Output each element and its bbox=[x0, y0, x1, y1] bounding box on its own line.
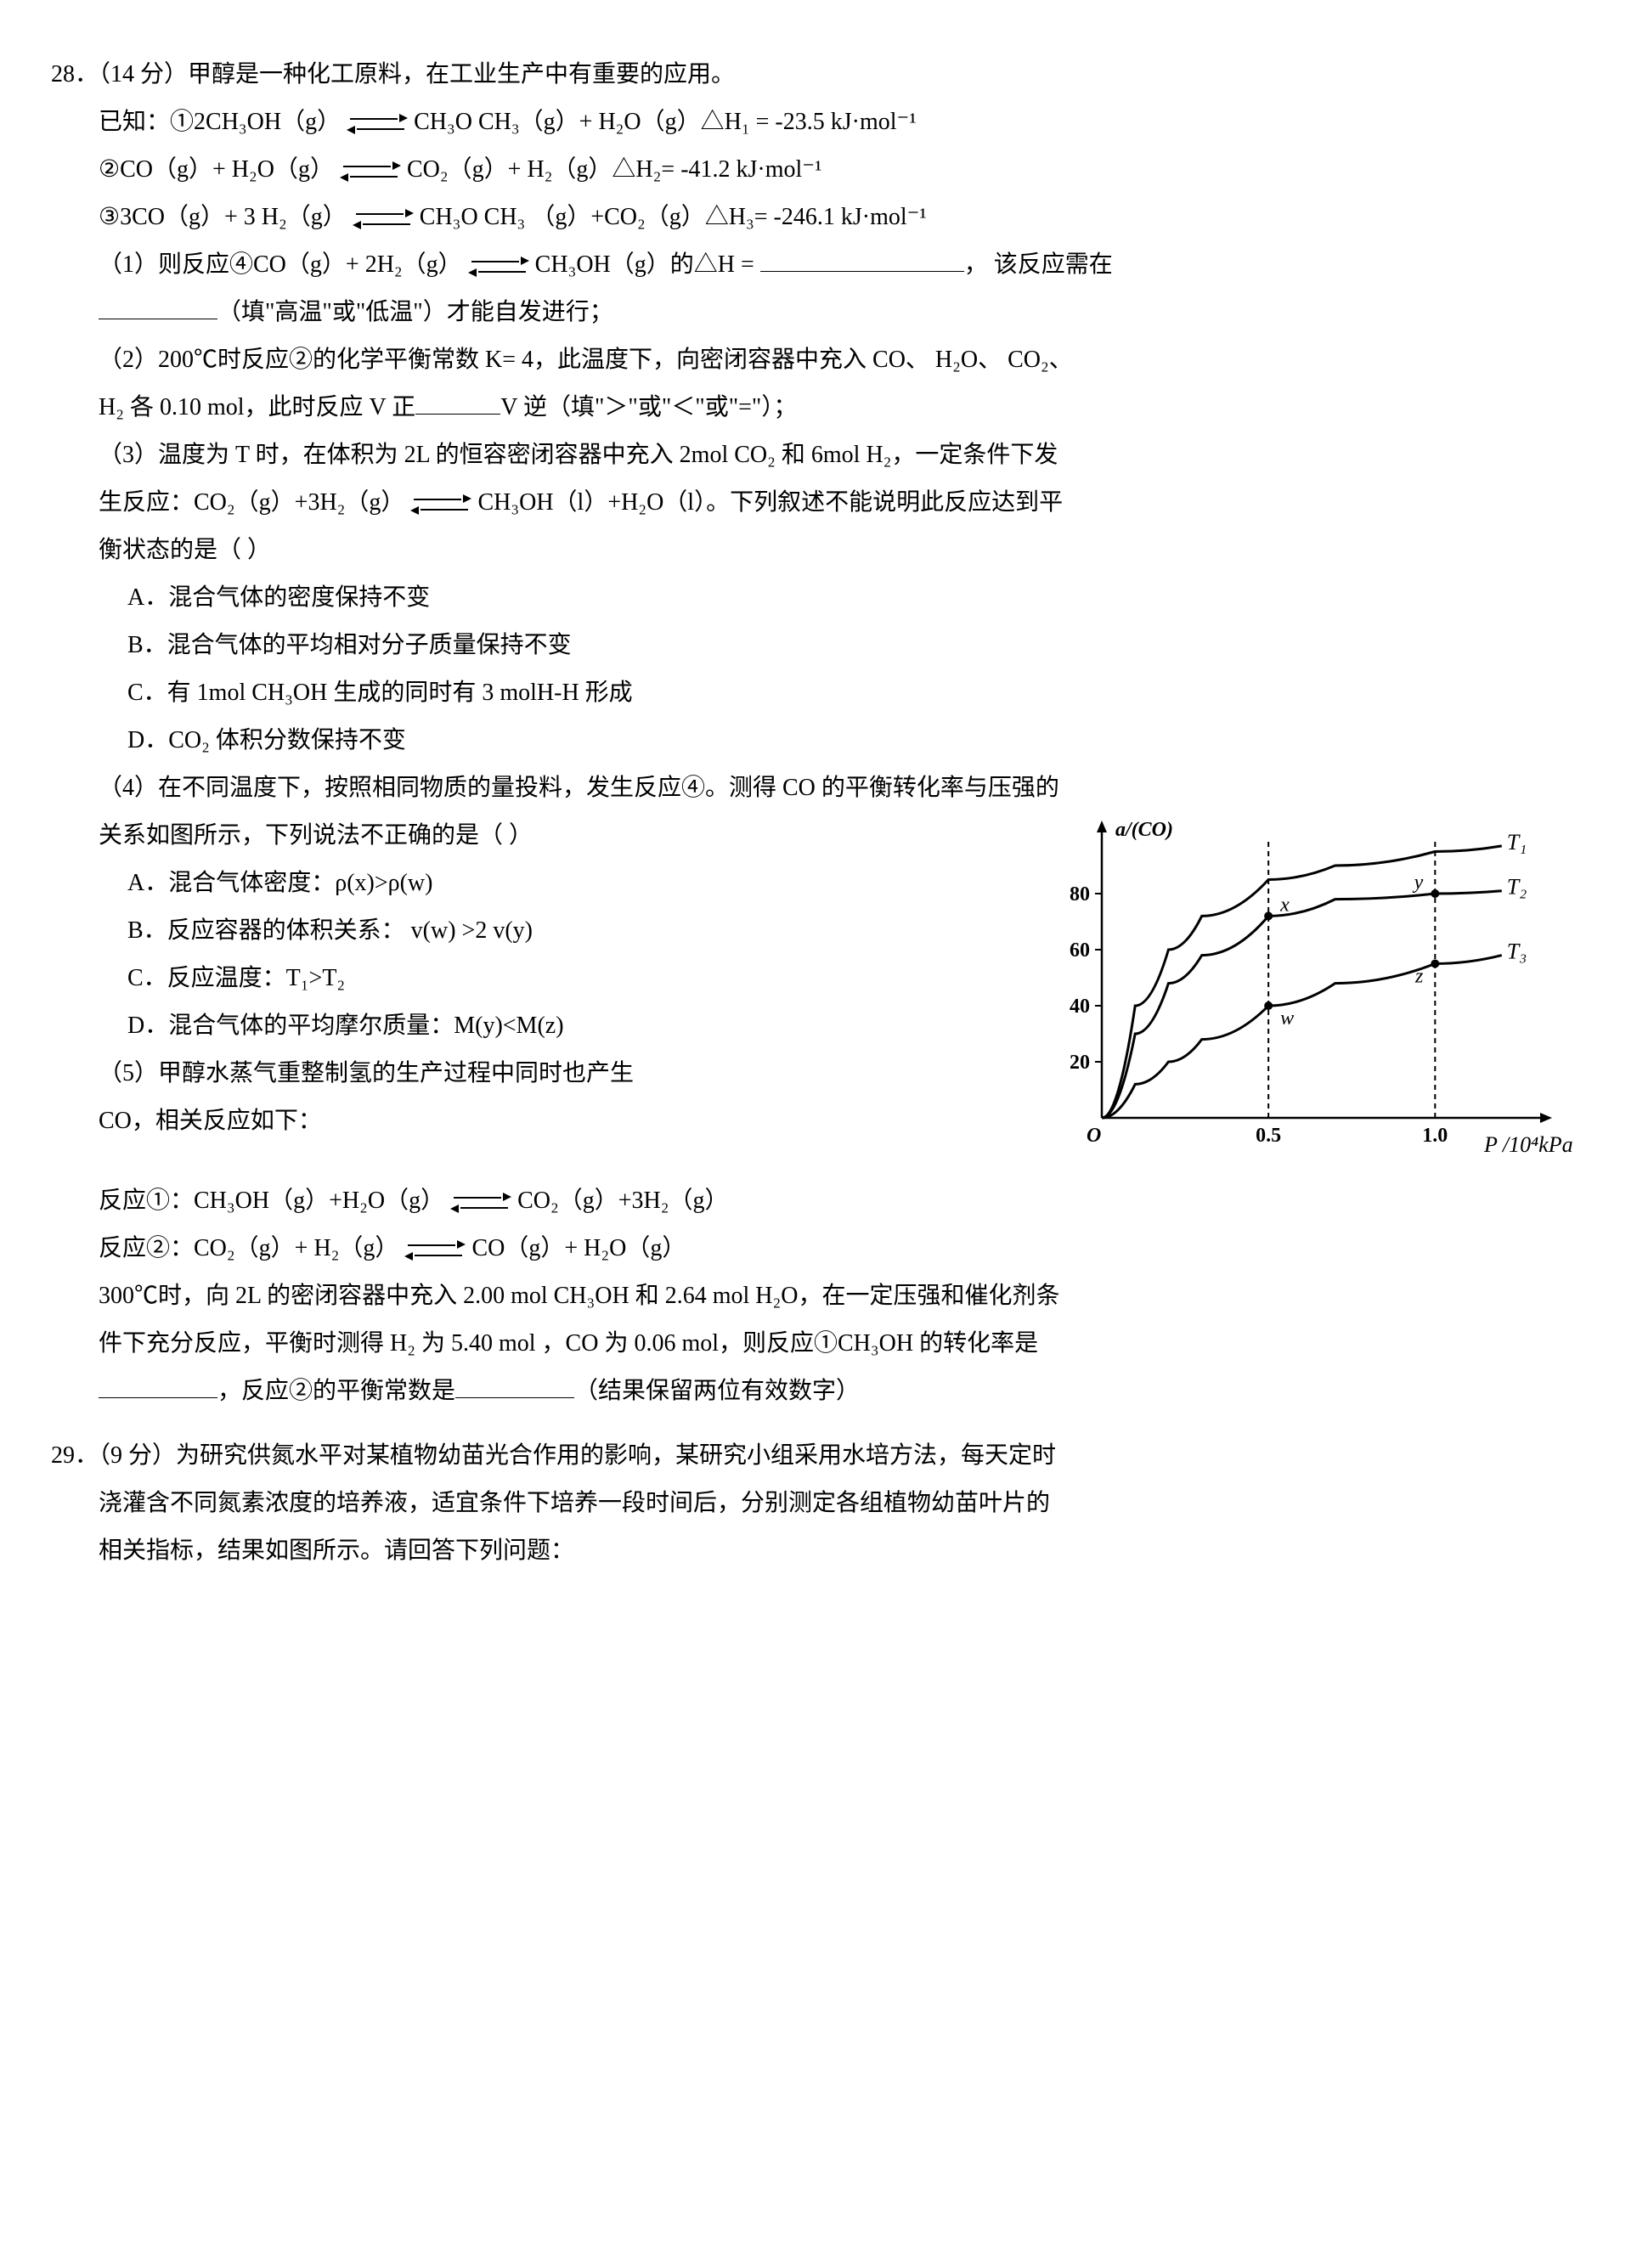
q28-part3-line2: 生反应：CO₂（g）+3H₂（g） CH₃OH（l）+H₂O（l）。下列叙述不能… bbox=[51, 479, 1586, 527]
q28-p3-optA: A．混合气体的密度保持不变 bbox=[51, 574, 1586, 622]
eq3-right: CH₃O CH₃ （g）+CO₂（g）△H₃= -246.1 kJ·mol⁻¹ bbox=[420, 204, 927, 230]
q28-p4-optB: B．反应容器的体积关系： v(w) >2 v(y) bbox=[51, 907, 1025, 955]
q28-part4-line1: （4）在不同温度下，按照相同物质的量投料，发生反应④。测得 CO 的平衡转化率与… bbox=[51, 764, 1586, 812]
svg-text:a/(CO): a/(CO) bbox=[1115, 819, 1173, 841]
svg-text:O: O bbox=[1087, 1125, 1101, 1147]
svg-text:T₁: T₁ bbox=[1507, 830, 1527, 855]
q28-p3-optD: D．CO₂ 体积分数保持不变 bbox=[51, 717, 1586, 764]
q28-part5-line2: CO，相关反应如下： bbox=[51, 1097, 1025, 1145]
equilibrium-arrow-icon bbox=[468, 259, 529, 274]
q28-part4-line2: 关系如图所示，下列说法不正确的是（ ） bbox=[51, 812, 1025, 860]
q28-p5-line3: 300℃时，向 2L 的密闭容器中充入 2.00 mol CH₃OH 和 2.6… bbox=[51, 1272, 1586, 1320]
q29-points: （9 分） bbox=[99, 1442, 176, 1469]
q28-p3-optB: B．混合气体的平均相对分子质量保持不变 bbox=[51, 622, 1586, 669]
blank-input[interactable] bbox=[455, 1374, 574, 1398]
p1-pre: （1）则反应④CO（g）+ 2H₂（g） bbox=[99, 251, 462, 278]
p5-line5b: （结果保留两位有效数字） bbox=[574, 1378, 860, 1404]
p3-line2a: 生反应：CO₂（g）+3H₂（g） bbox=[99, 489, 404, 516]
svg-text:20: 20 bbox=[1070, 1052, 1090, 1074]
svg-text:T₃: T₃ bbox=[1507, 939, 1527, 964]
eq2-left: ②CO（g）+ H₂O（g） bbox=[99, 156, 334, 183]
q28-eq3: ③3CO（g）+ 3 H₂（g） CH₃O CH₃ （g）+CO₂（g）△H₃=… bbox=[51, 194, 1586, 241]
q28-p5-r1: 反应①：CH₃OH（g）+H₂O（g） CO₂（g）+3H₂（g） bbox=[51, 1177, 1586, 1225]
q28-p5-line4: 件下充分反应，平衡时测得 H₂ 为 5.40 mol ，CO 为 0.06 mo… bbox=[51, 1320, 1586, 1368]
r2-right: CO（g）+ H₂O（g） bbox=[471, 1235, 686, 1261]
svg-text:P /10⁴kPa: P /10⁴kPa bbox=[1483, 1132, 1573, 1157]
q28-stem: 甲醇是一种化工原料，在工业生产中有重要的应用。 bbox=[188, 61, 735, 87]
blank-input[interactable] bbox=[760, 247, 964, 272]
equilibrium-arrow-icon bbox=[410, 497, 471, 512]
q28-part1-line2: （填"高温"或"低温"）才能自发进行； bbox=[51, 289, 1586, 336]
q28-p5-r2: 反应②：CO₂（g）+ H₂（g） CO（g）+ H₂O（g） bbox=[51, 1225, 1586, 1272]
eq3-left: ③3CO（g）+ 3 H₂（g） bbox=[99, 204, 347, 230]
eq2-right: CO₂（g）+ H₂（g）△H₂= -41.2 kJ·mol⁻¹ bbox=[407, 156, 821, 183]
p3-line2b: CH₃OH（l）+H₂O（l）。下列叙述不能说明此反应达到平 bbox=[477, 489, 1063, 516]
given-label: 已知： bbox=[99, 109, 170, 135]
q28-number: 28． bbox=[51, 61, 99, 87]
q28-part4-left: 关系如图所示，下列说法不正确的是（ ） A．混合气体密度：ρ(x)>ρ(w) B… bbox=[51, 812, 1025, 1145]
question-28: 28．（14 分）甲醇是一种化工原料，在工业生产中有重要的应用。 已知：①2CH… bbox=[51, 51, 1586, 1415]
svg-text:y: y bbox=[1413, 872, 1424, 894]
q29-stem1: 为研究供氮水平对某植物幼苗光合作用的影响，某研究小组采用水培方法，每天定时 bbox=[176, 1442, 1056, 1469]
q28-p3-optC: C．有 1mol CH₃OH 生成的同时有 3 molH-H 形成 bbox=[51, 669, 1586, 717]
equilibrium-arrow-icon bbox=[340, 164, 401, 179]
equilibrium-arrow-icon bbox=[347, 116, 408, 132]
q29-number: 29． bbox=[51, 1442, 99, 1469]
q28-p4-optA: A．混合气体密度：ρ(x)>ρ(w) bbox=[51, 860, 1025, 907]
q28-given-eq1: 已知：①2CH₃OH（g） CH₃O CH₃（g）+ H₂O（g）△H₁ = -… bbox=[51, 99, 1586, 146]
p1-tail: ， 该反应需在 bbox=[964, 251, 1113, 278]
q28-p5-line5: ，反应②的平衡常数是 （结果保留两位有效数字） bbox=[51, 1368, 1586, 1415]
q28-p4-optC: C．反应温度：T₁>T₂ bbox=[51, 955, 1025, 1002]
blank-input[interactable] bbox=[99, 295, 217, 319]
blank-input[interactable] bbox=[99, 1374, 217, 1398]
q28-part1-line1: （1）则反应④CO（g）+ 2H₂（g） CH₃OH（g）的△H = ， 该反应… bbox=[51, 241, 1586, 289]
q28-part2-line1: （2）200℃时反应②的化学平衡常数 K= 4，此温度下，向密闭容器中充入 CO… bbox=[51, 336, 1586, 384]
q29-line3: 相关指标，结果如图所示。请回答下列问题： bbox=[51, 1527, 1586, 1575]
p5-line5a: ，反应②的平衡常数是 bbox=[217, 1378, 455, 1404]
r1-left: 反应①：CH₃OH（g）+H₂O（g） bbox=[99, 1188, 444, 1214]
q28-chart: 20 40 60 80 0.5 1.0 Oa/(CO) P /10⁴kPa T₁ T₂ T₃ x w y z bbox=[1042, 812, 1586, 1177]
svg-text:60: 60 bbox=[1070, 939, 1090, 962]
q28-p4-optD: D．混合气体的平均摩尔质量：M(y)<M(z) bbox=[51, 1002, 1025, 1050]
r1-right: CO₂（g）+3H₂（g） bbox=[517, 1188, 728, 1214]
q28-part4-with-chart: 关系如图所示，下列说法不正确的是（ ） A．混合气体密度：ρ(x)>ρ(w) B… bbox=[51, 812, 1586, 1177]
blank-input[interactable] bbox=[415, 390, 500, 415]
svg-text:40: 40 bbox=[1070, 996, 1090, 1018]
q28-stem-line: 28．（14 分）甲醇是一种化工原料，在工业生产中有重要的应用。 bbox=[51, 51, 1586, 99]
svg-text:0.5: 0.5 bbox=[1256, 1125, 1281, 1147]
q28-part3-line3: 衡状态的是（ ） bbox=[51, 527, 1586, 574]
equilibrium-arrow-icon bbox=[404, 1243, 466, 1258]
svg-text:1.0: 1.0 bbox=[1422, 1125, 1448, 1147]
svg-text:w: w bbox=[1280, 1007, 1294, 1030]
q28-part2-line2: H₂ 各 0.10 mol，此时反应 V 正 V 逆（填"＞"或"＜"或"="）； bbox=[51, 384, 1586, 432]
p2-line2a: H₂ 各 0.10 mol，此时反应 V 正 bbox=[99, 394, 415, 420]
p2-line2b: V 逆（填"＞"或"＜"或"="）； bbox=[500, 394, 797, 420]
eq1-right: CH₃O CH₃（g）+ H₂O（g）△H₁ = -23.5 kJ·mol⁻¹ bbox=[414, 109, 917, 135]
co-conversion-chart: 20 40 60 80 0.5 1.0 Oa/(CO) P /10⁴kPa T₁ T₂ T₃ x w y z bbox=[1042, 812, 1586, 1160]
q28-part3-line1: （3）温度为 T 时，在体积为 2L 的恒容密闭容器中充入 2mol CO₂ 和… bbox=[51, 432, 1586, 479]
question-29: 29．（9 分）为研究供氮水平对某植物幼苗光合作用的影响，某研究小组采用水培方法… bbox=[51, 1432, 1586, 1575]
q28-part5-line1: （5）甲醇水蒸气重整制氢的生产过程中同时也产生 bbox=[51, 1050, 1025, 1097]
p1-line2-tail: （填"高温"或"低温"）才能自发进行； bbox=[217, 299, 613, 325]
svg-text:80: 80 bbox=[1070, 883, 1090, 906]
q28-eq2: ②CO（g）+ H₂O（g） CO₂（g）+ H₂（g）△H₂= -41.2 k… bbox=[51, 146, 1586, 194]
svg-text:z: z bbox=[1414, 966, 1424, 988]
eq1-left: ①2CH₃OH（g） bbox=[170, 109, 341, 135]
p1-post: CH₃OH（g）的△H = bbox=[535, 251, 760, 278]
svg-text:x: x bbox=[1279, 894, 1290, 916]
svg-text:T₂: T₂ bbox=[1507, 875, 1527, 900]
equilibrium-arrow-icon bbox=[450, 1195, 511, 1210]
r2-left: 反应②：CO₂（g）+ H₂（g） bbox=[99, 1235, 398, 1261]
q29-line1: 29．（9 分）为研究供氮水平对某植物幼苗光合作用的影响，某研究小组采用水培方法… bbox=[51, 1432, 1586, 1480]
equilibrium-arrow-icon bbox=[353, 212, 414, 227]
q29-line2: 浇灌含不同氮素浓度的培养液，适宜条件下培养一段时间后，分别测定各组植物幼苗叶片的 bbox=[51, 1480, 1586, 1527]
q28-points: （14 分） bbox=[99, 61, 188, 87]
